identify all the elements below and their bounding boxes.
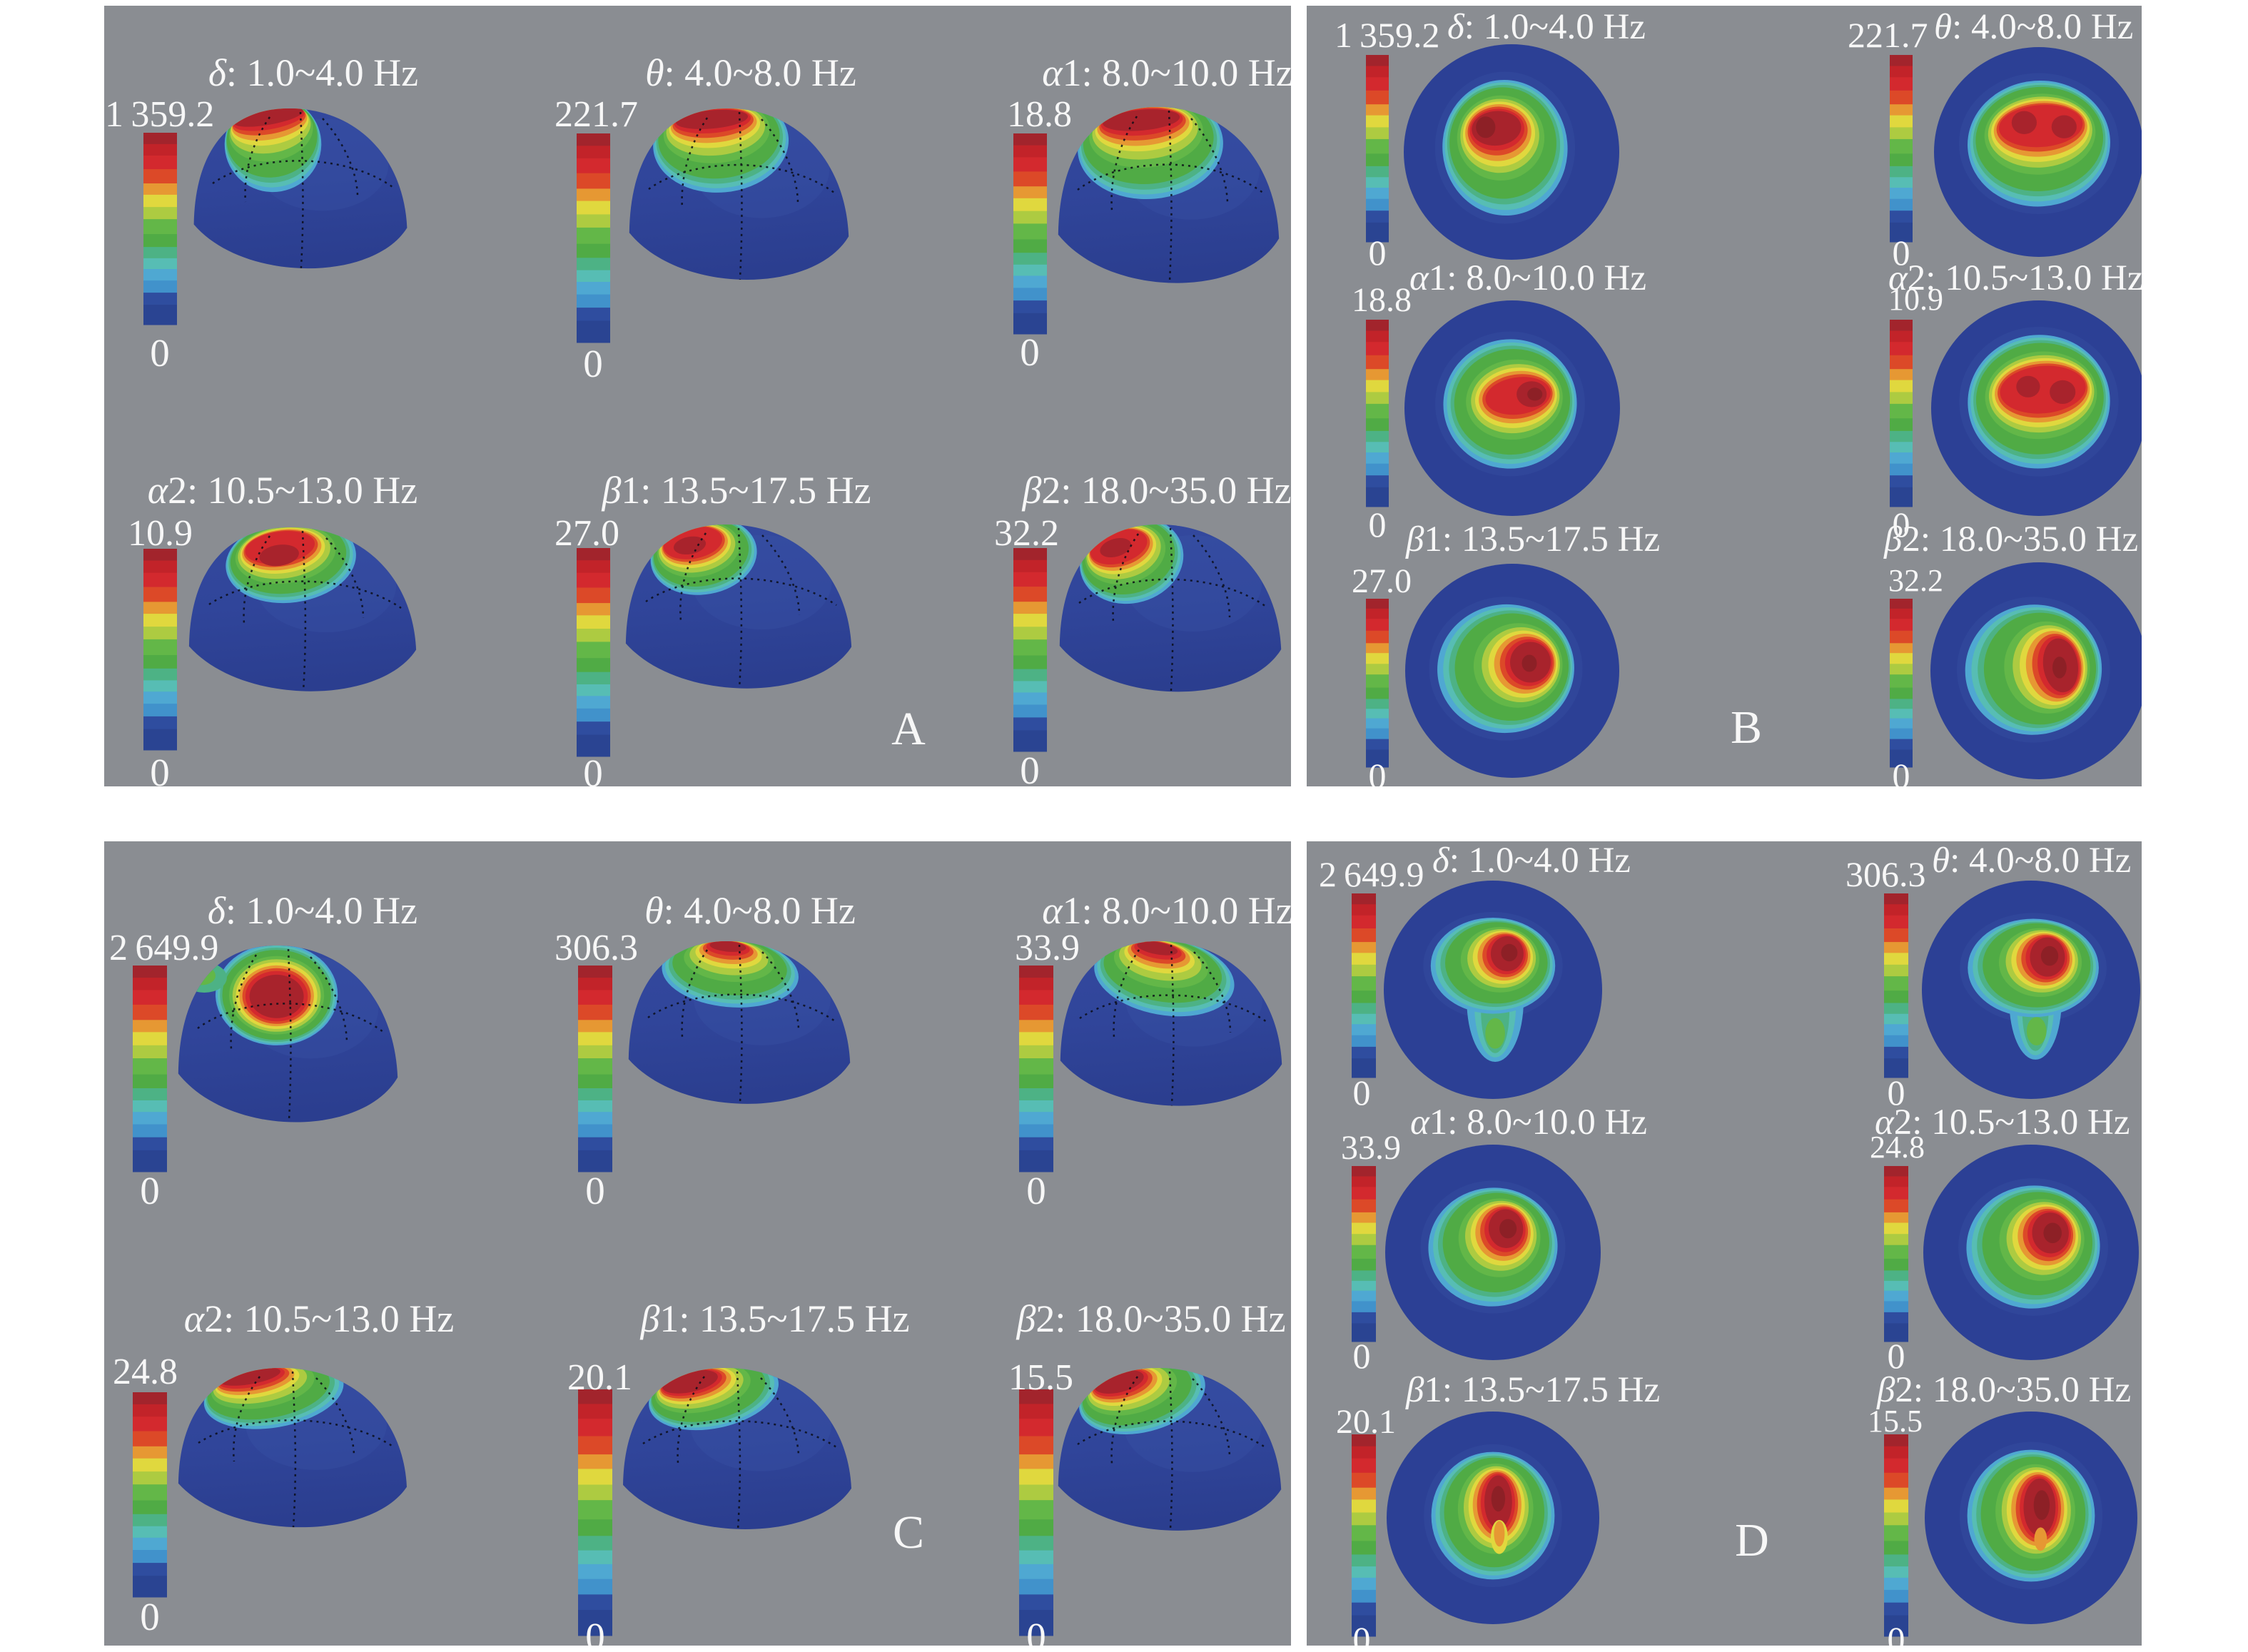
svg-text:α2: 10.5~13.0 Hz: α2: 10.5~13.0 Hz — [1875, 1103, 2130, 1142]
svg-text:33.9: 33.9 — [1341, 1129, 1401, 1167]
svg-text:0: 0 — [1353, 1336, 1371, 1376]
svg-text:δ: 1.0~4.0 Hz: δ: 1.0~4.0 Hz — [1432, 841, 1631, 881]
svg-text:β1: 13.5~17.5 Hz: β1: 13.5~17.5 Hz — [639, 1297, 909, 1340]
svg-text:0: 0 — [140, 1595, 160, 1638]
svg-text:θ: 4.0~8.0 Hz: θ: 4.0~8.0 Hz — [1932, 841, 2131, 881]
svg-text:0: 0 — [1893, 505, 1910, 544]
svg-text:α2: 10.5~13.0 Hz: α2: 10.5~13.0 Hz — [184, 1297, 455, 1340]
svg-text:27.0: 27.0 — [555, 513, 619, 554]
svg-text:α1: 8.0~10.0 Hz: α1: 8.0~10.0 Hz — [1410, 1103, 1647, 1142]
svg-text:0: 0 — [1888, 1336, 1905, 1376]
svg-text:C: C — [893, 1506, 924, 1559]
svg-text:α1: 8.0~10.0 Hz: α1: 8.0~10.0 Hz — [1042, 889, 1293, 932]
svg-text:β2: 18.0~35.0 Hz: β2: 18.0~35.0 Hz — [1883, 520, 2138, 559]
svg-text:32.2: 32.2 — [994, 513, 1059, 554]
svg-text:15.5: 15.5 — [1008, 1357, 1073, 1398]
svg-text:0: 0 — [1888, 1619, 1905, 1652]
svg-text:0: 0 — [583, 342, 603, 385]
svg-text:24.8: 24.8 — [113, 1352, 178, 1392]
svg-text:0: 0 — [1020, 749, 1040, 792]
svg-text:0: 0 — [1369, 233, 1387, 273]
svg-text:0: 0 — [150, 331, 170, 375]
svg-text:0: 0 — [583, 751, 603, 795]
svg-text:0: 0 — [1369, 505, 1387, 544]
svg-text:0: 0 — [1026, 1169, 1046, 1212]
svg-text:0: 0 — [1353, 1619, 1371, 1652]
svg-text:0: 0 — [140, 1169, 160, 1212]
svg-text:0: 0 — [1353, 1073, 1371, 1113]
svg-text:θ: 4.0~8.0 Hz: θ: 4.0~8.0 Hz — [1934, 7, 2133, 47]
svg-text:β1: 13.5~17.5 Hz: β1: 13.5~17.5 Hz — [1405, 1370, 1660, 1410]
svg-text:0: 0 — [585, 1615, 605, 1652]
svg-text:18.8: 18.8 — [1007, 94, 1072, 135]
svg-text:1 359.2: 1 359.2 — [1335, 15, 1440, 55]
svg-text:20.1: 20.1 — [567, 1357, 632, 1398]
svg-text:10.9: 10.9 — [1888, 282, 1943, 317]
svg-text:2 649.9: 2 649.9 — [109, 928, 218, 968]
svg-text:θ: 4.0~8.0 Hz: θ: 4.0~8.0 Hz — [645, 51, 856, 94]
svg-text:0: 0 — [1026, 1615, 1046, 1652]
svg-text:β1: 13.5~17.5 Hz: β1: 13.5~17.5 Hz — [601, 469, 871, 512]
svg-text:β2: 18.0~35.0 Hz: β2: 18.0~35.0 Hz — [1016, 1297, 1285, 1340]
svg-text:β1: 13.5~17.5 Hz: β1: 13.5~17.5 Hz — [1405, 520, 1660, 559]
svg-text:β2: 18.0~35.0 Hz: β2: 18.0~35.0 Hz — [1021, 469, 1291, 512]
svg-text:0: 0 — [1888, 1073, 1905, 1113]
svg-text:0: 0 — [1893, 756, 1910, 796]
svg-text:0: 0 — [1020, 330, 1040, 374]
svg-text:δ: 1.0~4.0 Hz: δ: 1.0~4.0 Hz — [208, 51, 418, 94]
svg-text:2 649.9: 2 649.9 — [1319, 854, 1424, 894]
svg-text:27.0: 27.0 — [1352, 562, 1412, 600]
svg-text:15.5: 15.5 — [1868, 1404, 1923, 1439]
svg-text:18.8: 18.8 — [1352, 281, 1412, 319]
svg-text:D: D — [1735, 1514, 1769, 1566]
svg-text:20.1: 20.1 — [1336, 1403, 1396, 1441]
svg-text:24.8: 24.8 — [1870, 1130, 1925, 1165]
svg-text:δ: 1.0~4.0 Hz: δ: 1.0~4.0 Hz — [208, 889, 417, 932]
svg-text:β2: 18.0~35.0 Hz: β2: 18.0~35.0 Hz — [1876, 1370, 2131, 1410]
svg-text:α1: 8.0~10.0 Hz: α1: 8.0~10.0 Hz — [1042, 51, 1293, 94]
svg-text:306.3: 306.3 — [555, 928, 638, 968]
svg-text:α2: 10.5~13.0 Hz: α2: 10.5~13.0 Hz — [148, 469, 418, 512]
svg-text:B: B — [1731, 701, 1762, 754]
svg-text:33.9: 33.9 — [1015, 928, 1080, 968]
svg-text:0: 0 — [585, 1169, 605, 1212]
svg-text:θ: 4.0~8.0 Hz: θ: 4.0~8.0 Hz — [644, 889, 856, 932]
svg-text:0: 0 — [1893, 233, 1910, 273]
svg-text:221.7: 221.7 — [555, 94, 638, 135]
svg-text:δ: 1.0~4.0 Hz: δ: 1.0~4.0 Hz — [1447, 7, 1646, 47]
svg-text:1 359.2: 1 359.2 — [105, 94, 214, 135]
svg-text:306.3: 306.3 — [1846, 854, 1926, 894]
svg-text:α1: 8.0~10.0 Hz: α1: 8.0~10.0 Hz — [1409, 258, 1646, 298]
svg-text:221.7: 221.7 — [1848, 15, 1928, 55]
svg-text:α2: 10.5~13.0 Hz: α2: 10.5~13.0 Hz — [1888, 258, 2144, 298]
svg-text:0: 0 — [150, 751, 170, 794]
svg-text:32.2: 32.2 — [1888, 563, 1943, 598]
svg-text:0: 0 — [1369, 756, 1387, 796]
svg-text:10.9: 10.9 — [128, 513, 193, 554]
svg-text:A: A — [891, 703, 926, 755]
